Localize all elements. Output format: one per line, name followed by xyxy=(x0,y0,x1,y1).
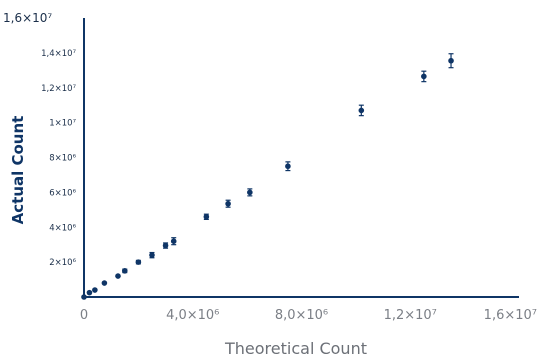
data-point xyxy=(448,57,454,64)
axes xyxy=(83,18,519,298)
y-axis-label: Actual Count xyxy=(9,116,27,225)
data-point xyxy=(135,259,142,265)
data-points xyxy=(81,57,454,300)
data-point xyxy=(358,107,365,114)
y-tick-label: 1×10⁷ xyxy=(49,119,76,129)
data-point xyxy=(86,289,93,296)
data-point xyxy=(225,200,231,207)
x-tick-label: 8,0×10⁶ xyxy=(275,308,328,323)
data-point xyxy=(92,287,98,293)
y-ticks: 2×10⁶ 4×10⁶ 6×10⁶ 8×10⁶ 1×10⁷ 1,2×10⁷ 1,4×10⁷ 1… xyxy=(3,11,77,268)
x-axis-label: Theoretical Count xyxy=(224,339,367,357)
data-point xyxy=(170,238,177,244)
y-tick-label: 1,4×10⁷ xyxy=(41,49,76,59)
data-point xyxy=(121,268,128,274)
data-point xyxy=(285,163,291,170)
data-point xyxy=(81,294,87,300)
x-ticks: 0 4,0×10⁶ 8,0×10⁶ 1,2×10⁷ 1,6×10⁷ xyxy=(80,308,537,323)
data-point xyxy=(149,252,155,258)
x-tick-label: 1,6×10⁷ xyxy=(484,308,537,323)
data-point xyxy=(115,273,121,279)
data-point xyxy=(101,280,108,286)
y-tick-label: 4×10⁶ xyxy=(49,223,76,233)
data-point xyxy=(203,213,210,220)
x-tick-label: 0 xyxy=(80,308,88,323)
y-tick-label: 2×10⁶ xyxy=(49,258,76,268)
y-tick-label: 1,2×10⁷ xyxy=(41,84,76,94)
data-point xyxy=(162,242,169,249)
x-tick-label: 4,0×10⁶ xyxy=(166,308,219,323)
x-tick-label: 1,2×10⁷ xyxy=(384,308,437,323)
y-tick-label: 1,6×10⁷ xyxy=(3,11,52,25)
y-tick-label: 8×10⁶ xyxy=(49,154,76,164)
data-point xyxy=(421,73,427,80)
y-tick-label: 6×10⁶ xyxy=(49,188,76,198)
data-point xyxy=(247,189,253,196)
